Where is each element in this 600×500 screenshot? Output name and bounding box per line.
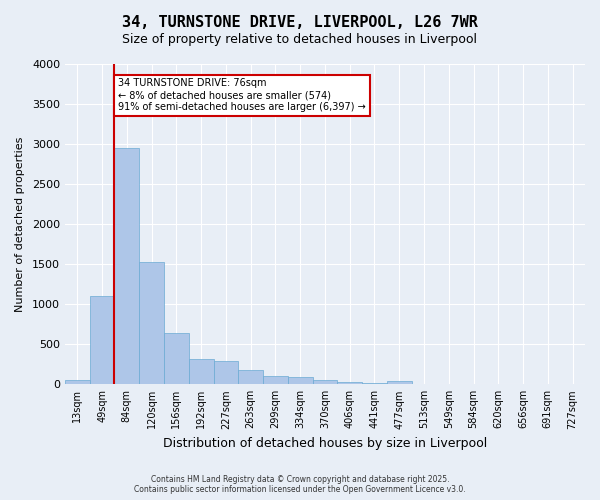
Text: Size of property relative to detached houses in Liverpool: Size of property relative to detached ho… bbox=[122, 32, 478, 46]
Bar bbox=[139, 262, 164, 384]
Bar bbox=[362, 383, 387, 384]
Bar bbox=[387, 380, 412, 384]
Bar bbox=[65, 380, 89, 384]
Text: 34, TURNSTONE DRIVE, LIVERPOOL, L26 7WR: 34, TURNSTONE DRIVE, LIVERPOOL, L26 7WR bbox=[122, 15, 478, 30]
Bar bbox=[238, 370, 263, 384]
Text: Contains HM Land Registry data © Crown copyright and database right 2025.
Contai: Contains HM Land Registry data © Crown c… bbox=[134, 474, 466, 494]
Bar bbox=[189, 360, 214, 384]
Text: 34 TURNSTONE DRIVE: 76sqm
← 8% of detached houses are smaller (574)
91% of semi-: 34 TURNSTONE DRIVE: 76sqm ← 8% of detach… bbox=[118, 78, 366, 112]
Bar bbox=[288, 376, 313, 384]
Bar bbox=[263, 376, 288, 384]
Bar bbox=[313, 380, 337, 384]
Bar bbox=[115, 148, 139, 384]
Bar bbox=[337, 382, 362, 384]
Bar bbox=[164, 333, 189, 384]
X-axis label: Distribution of detached houses by size in Liverpool: Distribution of detached houses by size … bbox=[163, 437, 487, 450]
Y-axis label: Number of detached properties: Number of detached properties bbox=[15, 136, 25, 312]
Bar bbox=[214, 360, 238, 384]
Bar bbox=[89, 296, 115, 384]
